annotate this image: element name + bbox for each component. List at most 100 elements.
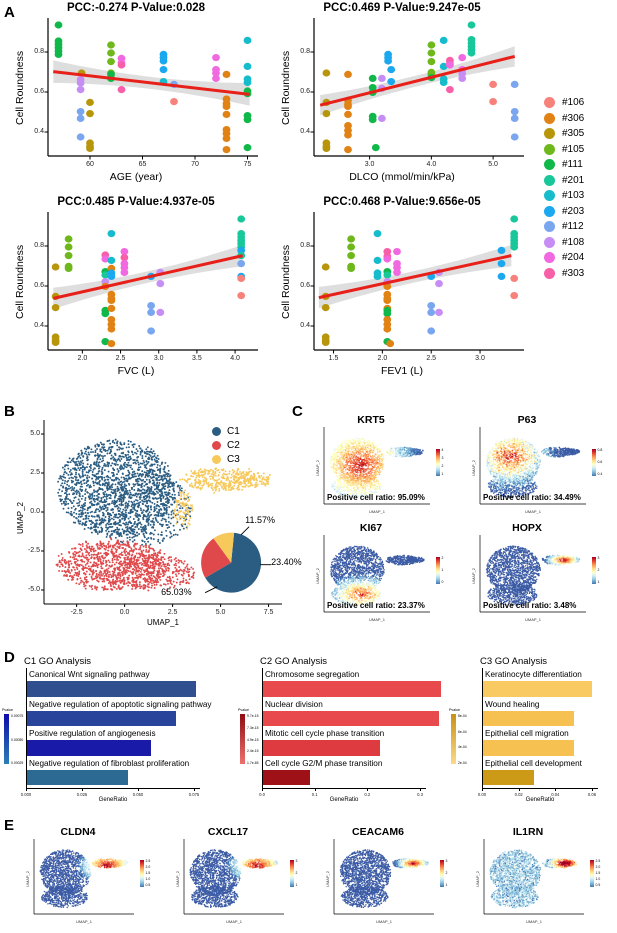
umap-point-c2 (127, 562, 130, 565)
umap-point-c1 (103, 462, 106, 465)
cluster-legend-item-C2[interactable]: C2 (212, 440, 240, 451)
legend-item-p303[interactable]: #303 (544, 267, 584, 279)
scatter-point (510, 133, 519, 141)
umap-point-c1 (168, 499, 171, 502)
umap-point-c2 (151, 584, 154, 587)
umap-point-c2 (120, 543, 122, 546)
legend-item-p305[interactable]: #305 (544, 128, 584, 139)
umap-point-c1 (146, 509, 149, 512)
scatter-point (64, 243, 73, 251)
legend-item-p105[interactable]: #105 (544, 143, 584, 155)
legend-item-p112[interactable]: #112 (544, 221, 584, 232)
umap-point-c2 (117, 562, 120, 565)
umap-point-c1 (144, 466, 147, 469)
umap-point-c2 (149, 571, 152, 574)
umap-point-c2 (89, 561, 92, 564)
legend-item-p306[interactable]: #306 (544, 112, 584, 124)
umap-point-c2 (90, 565, 93, 568)
umap-point-c2 (87, 558, 90, 561)
umap-point-c1 (176, 509, 179, 512)
umap-point-c1 (125, 463, 128, 466)
umap-point-c1 (144, 542, 147, 545)
umap-point-c2 (134, 587, 137, 590)
umap-point-c3 (233, 478, 236, 481)
umap-point-c1 (152, 521, 155, 524)
umap-point-c2 (186, 581, 189, 584)
umap-point-c1 (145, 448, 148, 451)
umap-point-c1 (145, 489, 148, 492)
umap-point-c1 (111, 500, 114, 503)
umap-point-c1 (98, 510, 101, 512)
legend-item-p103[interactable]: #103 (544, 190, 584, 201)
umap-point-c3 (242, 474, 245, 477)
gene-umap-point (353, 462, 355, 465)
umap-point-c2 (128, 550, 131, 553)
umap-point-c1 (108, 452, 111, 455)
umap-point-c1 (62, 476, 65, 478)
umap-point-c1 (147, 508, 150, 511)
umap-point-c1 (122, 451, 125, 454)
gene-umap-point (341, 442, 344, 444)
umap-point-c1 (148, 472, 151, 475)
umap-point-c1 (133, 475, 136, 478)
umap-point-c2 (118, 579, 121, 582)
umap-point-c1 (110, 517, 113, 520)
x-tick-label: 2.0 (72, 355, 92, 362)
umap-point-c2 (167, 562, 170, 565)
umap-point-c3 (239, 476, 242, 479)
umap-point-c1 (168, 526, 171, 529)
umap-point-c2 (119, 575, 122, 578)
umap-point-c3 (198, 483, 201, 486)
umap-point-c2 (90, 550, 93, 553)
umap-point-c1 (108, 485, 111, 488)
scatter-canvas (44, 18, 258, 160)
umap-point-c1 (101, 517, 104, 520)
umap-point-c1 (81, 513, 84, 516)
umap-point-c2 (117, 546, 120, 549)
gene-umap-point (335, 464, 338, 467)
legend-item-p201[interactable]: #201 (544, 174, 584, 186)
umap-point-c1 (78, 522, 81, 525)
umap-point-c1 (114, 453, 117, 456)
cluster-legend-item-C1[interactable]: C1 (212, 426, 240, 437)
umap-point-c1 (75, 512, 78, 515)
legend-item-p108[interactable]: #108 (544, 236, 584, 248)
umap-point-c1 (82, 503, 85, 506)
umap-point-c3 (240, 481, 243, 484)
legend-color-swatch (544, 174, 555, 186)
umap-point-c1 (165, 510, 168, 512)
umap-point-c3 (221, 474, 224, 476)
umap-point-c2 (182, 572, 185, 575)
umap-point-c1 (157, 533, 160, 536)
legend-item-p111[interactable]: #111 (544, 159, 584, 170)
umap-point-c2 (148, 549, 150, 552)
x-tick-label: 0.0 (113, 609, 137, 616)
umap-point-c3 (264, 478, 267, 481)
umap-point-c3 (232, 481, 235, 484)
umap-point-c2 (167, 582, 169, 585)
umap-point-c1 (167, 469, 170, 472)
umap-point-c1 (161, 513, 163, 516)
gene-umap-point (363, 452, 365, 454)
legend-item-p106[interactable]: #106 (544, 97, 584, 108)
umap-point-c1 (159, 467, 162, 470)
umap-point-c2 (129, 582, 131, 585)
scatter-point (373, 272, 382, 280)
cluster-legend-item-C3[interactable]: C3 (212, 454, 240, 465)
umap-point-c3 (179, 491, 182, 494)
umap-point-c1 (150, 513, 153, 516)
gene-umap-point (369, 441, 371, 444)
umap-point-c1 (79, 506, 82, 509)
legend-item-p204[interactable]: #204 (544, 252, 584, 263)
umap-point-c2 (135, 583, 138, 586)
umap-point-c2 (75, 574, 78, 577)
legend-item-p203[interactable]: #203 (544, 205, 584, 217)
umap-point-c1 (142, 525, 145, 528)
umap-point-c1 (104, 484, 106, 487)
umap-point-c1 (118, 512, 121, 515)
umap-point-c1 (92, 484, 95, 487)
umap-point-c2 (153, 576, 156, 579)
umap-point-c1 (140, 509, 143, 512)
umap-point-c1 (131, 524, 134, 527)
regression-line (53, 254, 244, 300)
